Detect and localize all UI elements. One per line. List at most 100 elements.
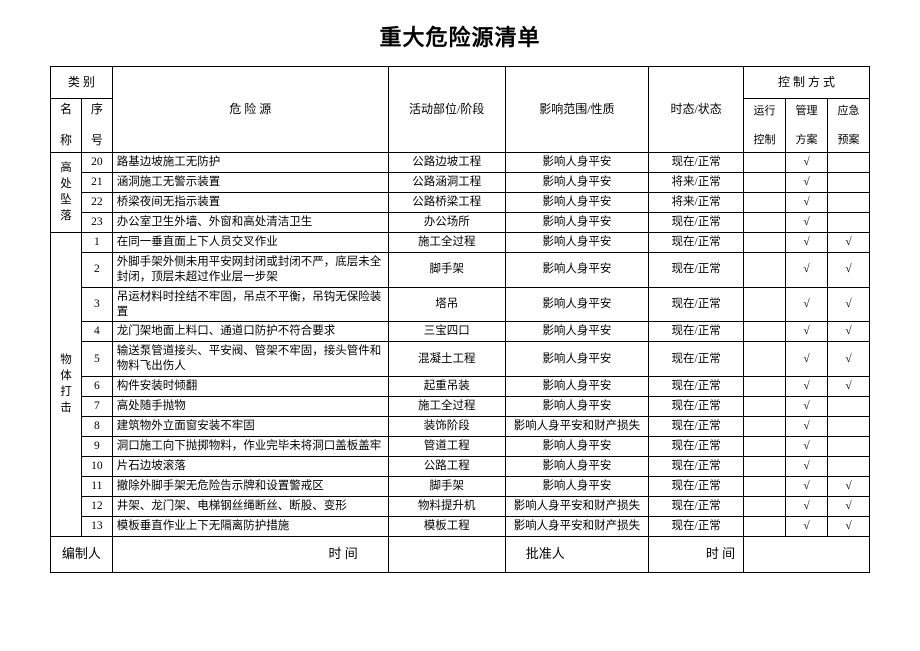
footer-time2-value bbox=[744, 536, 870, 572]
cell: 12 bbox=[81, 496, 112, 516]
cell: 装饰阶段 bbox=[388, 417, 505, 437]
cell: √ bbox=[827, 232, 869, 252]
cell: 3 bbox=[81, 287, 112, 322]
cell bbox=[744, 397, 786, 417]
cell: √ bbox=[786, 342, 828, 377]
cell: 公路桥梁工程 bbox=[388, 192, 505, 212]
table-row: 23办公室卫生外墙、外窗和高处清洁卫生办公场所影响人身平安现在/正常√ bbox=[51, 212, 870, 232]
cell bbox=[744, 377, 786, 397]
cell bbox=[744, 232, 786, 252]
hdr-category: 类 别 bbox=[51, 67, 113, 99]
table-row: 物体打击1在同一垂直面上下人员交叉作业施工全过程影响人身平安现在/正常√√ bbox=[51, 232, 870, 252]
cell: 外脚手架外侧未用平安网封闭或封闭不严，底层未全封闭，顶层未超过作业层一步架 bbox=[112, 252, 388, 287]
cell: 影响人身平安 bbox=[505, 457, 648, 477]
cell: 现在/正常 bbox=[649, 476, 744, 496]
cell: √ bbox=[827, 252, 869, 287]
cell: √ bbox=[827, 377, 869, 397]
cell bbox=[744, 192, 786, 212]
table-row: 4龙门架地面上料口、通道口防护不符合要求三宝四口影响人身平安现在/正常√√ bbox=[51, 322, 870, 342]
cell: 现在/正常 bbox=[649, 516, 744, 536]
cell: 21 bbox=[81, 172, 112, 192]
cell: 影响人身平安 bbox=[505, 252, 648, 287]
cell: √ bbox=[786, 437, 828, 457]
cell: 现在/正常 bbox=[649, 457, 744, 477]
table-row: 5输送泵管道接头、平安阀、管架不牢固，接头管件和物料飞出伤人混凝土工程影响人身平… bbox=[51, 342, 870, 377]
cell bbox=[744, 252, 786, 287]
cell: 井架、龙门架、电梯钢丝绳断丝、断股、变形 bbox=[112, 496, 388, 516]
cell: √ bbox=[827, 322, 869, 342]
cell: 吊运材料时拴结不牢固，吊点不平衡，吊钩无保险装置 bbox=[112, 287, 388, 322]
cell: 影响人身平安 bbox=[505, 322, 648, 342]
cell: √ bbox=[786, 496, 828, 516]
table-row: 9洞口施工向下抛掷物料，作业完毕未将洞口盖板盖牢管道工程影响人身平安现在/正常√ bbox=[51, 437, 870, 457]
cell: 影响人身平安和财产损失 bbox=[505, 516, 648, 536]
cell: 现在/正常 bbox=[649, 287, 744, 322]
cell bbox=[744, 212, 786, 232]
table-row: 3吊运材料时拴结不牢固，吊点不平衡，吊钩无保险装置塔吊影响人身平安现在/正常√√ bbox=[51, 287, 870, 322]
cell: 模板垂直作业上下无隔离防护措施 bbox=[112, 516, 388, 536]
cell: 4 bbox=[81, 322, 112, 342]
cell: 11 bbox=[81, 476, 112, 496]
cell: √ bbox=[786, 232, 828, 252]
table-row: 21涵洞施工无警示装置公路涵洞工程影响人身平安将来/正常√ bbox=[51, 172, 870, 192]
cell: 输送泵管道接头、平安阀、管架不牢固，接头管件和物料飞出伤人 bbox=[112, 342, 388, 377]
cell: 影响人身平安和财产损失 bbox=[505, 496, 648, 516]
hdr-emerg: 应急预案 bbox=[827, 99, 869, 153]
cell: √ bbox=[786, 212, 828, 232]
cell: 影响人身平安 bbox=[505, 377, 648, 397]
cell bbox=[827, 172, 869, 192]
cell: 现在/正常 bbox=[649, 212, 744, 232]
cell bbox=[827, 397, 869, 417]
cell: 现在/正常 bbox=[649, 377, 744, 397]
table-row: 22桥梁夜间无指示装置公路桥梁工程影响人身平安将来/正常√ bbox=[51, 192, 870, 212]
table-row: 2外脚手架外侧未用平安网封闭或封闭不严，底层未全封闭，顶层未超过作业层一步架脚手… bbox=[51, 252, 870, 287]
table-row: 10片石边坡滚落公路工程影响人身平安现在/正常√ bbox=[51, 457, 870, 477]
hdr-run: 运行控制 bbox=[744, 99, 786, 153]
cell: √ bbox=[786, 397, 828, 417]
cell: 7 bbox=[81, 397, 112, 417]
footer-prep-label: 编制人 bbox=[51, 536, 113, 572]
cell: √ bbox=[827, 496, 869, 516]
table-row: 高处坠落20路基边坡施工无防护公路边坡工程影响人身平安现在/正常√ bbox=[51, 153, 870, 173]
cell: 10 bbox=[81, 457, 112, 477]
cell: 建筑物外立面窗安装不牢固 bbox=[112, 417, 388, 437]
cell: √ bbox=[786, 287, 828, 322]
cell: 施工全过程 bbox=[388, 397, 505, 417]
cell: √ bbox=[786, 192, 828, 212]
hdr-state: 时态/状态 bbox=[649, 67, 744, 153]
cell bbox=[744, 496, 786, 516]
cell: 龙门架地面上料口、通道口防护不符合要求 bbox=[112, 322, 388, 342]
cell: 桥梁夜间无指示装置 bbox=[112, 192, 388, 212]
footer-prep-value: 时 间 bbox=[112, 536, 388, 572]
cell: 片石边坡滚落 bbox=[112, 457, 388, 477]
cell: 影响人身平安 bbox=[505, 153, 648, 173]
cell: √ bbox=[786, 476, 828, 496]
cell: 公路涵洞工程 bbox=[388, 172, 505, 192]
table-row: 6构件安装时倾翻起重吊装影响人身平安现在/正常√√ bbox=[51, 377, 870, 397]
category-cell: 高处坠落 bbox=[51, 153, 82, 233]
cell bbox=[744, 476, 786, 496]
hdr-scope: 影响范围/性质 bbox=[505, 67, 648, 153]
cell: 6 bbox=[81, 377, 112, 397]
cell: 洞口施工向下抛掷物料，作业完毕未将洞口盖板盖牢 bbox=[112, 437, 388, 457]
hdr-seq: 序号 bbox=[81, 99, 112, 153]
footer-approver-value: 时 间 bbox=[649, 536, 744, 572]
table-row: 8建筑物外立面窗安装不牢固装饰阶段影响人身平安和财产损失现在/正常√ bbox=[51, 417, 870, 437]
cell: 路基边坡施工无防护 bbox=[112, 153, 388, 173]
hdr-activity: 活动部位/阶段 bbox=[388, 67, 505, 153]
cell: √ bbox=[827, 342, 869, 377]
cell: 起重吊装 bbox=[388, 377, 505, 397]
cell: √ bbox=[827, 476, 869, 496]
cell: 现在/正常 bbox=[649, 417, 744, 437]
page-title: 重大危险源清单 bbox=[50, 20, 870, 52]
cell: √ bbox=[827, 287, 869, 322]
cell: √ bbox=[786, 322, 828, 342]
cell: √ bbox=[786, 457, 828, 477]
cell bbox=[827, 192, 869, 212]
cell: 现在/正常 bbox=[649, 397, 744, 417]
cell: 办公场所 bbox=[388, 212, 505, 232]
cell bbox=[744, 172, 786, 192]
hdr-source: 危 险 源 bbox=[112, 67, 388, 153]
cell bbox=[744, 516, 786, 536]
cell: 1 bbox=[81, 232, 112, 252]
